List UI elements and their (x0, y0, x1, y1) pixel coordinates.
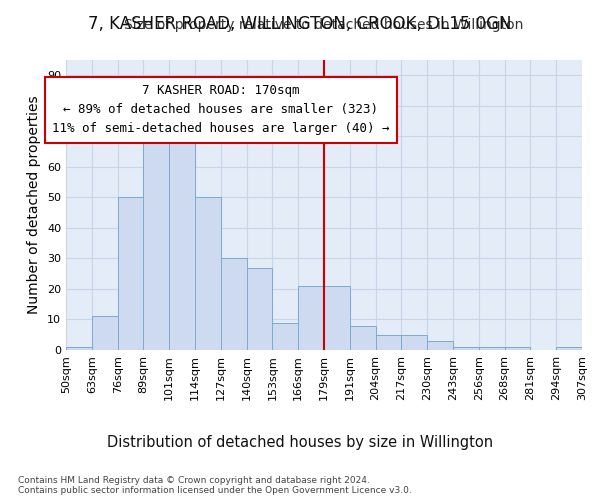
Bar (505, 347, 530, 350)
Bar (427, 341, 453, 350)
Bar (453, 347, 479, 350)
Text: 7 KASHER ROAD: 170sqm
← 89% of detached houses are smaller (323)
11% of semi-det: 7 KASHER ROAD: 170sqm ← 89% of detached … (52, 84, 389, 136)
Bar (350, 326, 376, 350)
Bar (479, 347, 505, 350)
Title: Size of property relative to detached houses in Willington: Size of property relative to detached ho… (124, 18, 524, 32)
Bar (324, 286, 350, 350)
Bar (247, 268, 272, 350)
Y-axis label: Number of detached properties: Number of detached properties (28, 96, 41, 314)
Bar (401, 334, 427, 350)
Text: Contains HM Land Registry data © Crown copyright and database right 2024.
Contai: Contains HM Land Registry data © Crown c… (18, 476, 412, 495)
Bar (298, 286, 324, 350)
Bar (556, 347, 582, 350)
Bar (272, 322, 298, 350)
Bar (221, 258, 247, 350)
Bar (169, 136, 195, 350)
Bar (66, 347, 92, 350)
Bar (118, 198, 143, 350)
Bar (92, 316, 118, 350)
Bar (143, 136, 169, 350)
Text: 7, KASHER ROAD, WILLINGTON, CROOK, DL15 0GN: 7, KASHER ROAD, WILLINGTON, CROOK, DL15 … (88, 15, 512, 33)
Bar (376, 334, 401, 350)
Bar (195, 198, 221, 350)
Text: Distribution of detached houses by size in Willington: Distribution of detached houses by size … (107, 435, 493, 450)
